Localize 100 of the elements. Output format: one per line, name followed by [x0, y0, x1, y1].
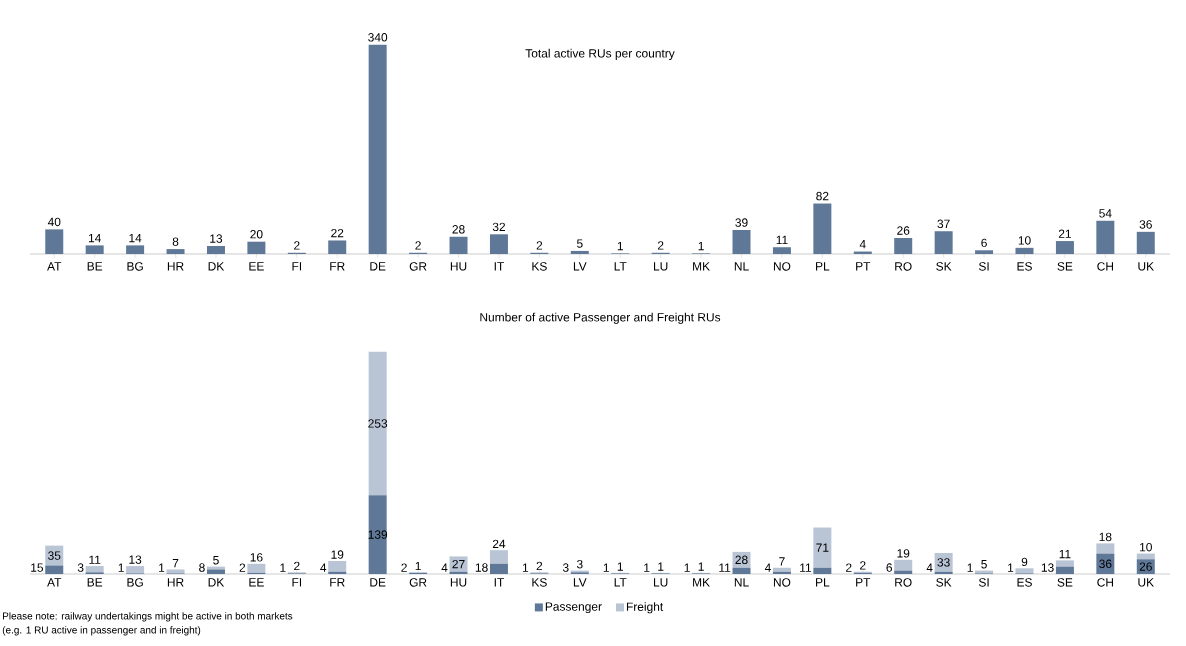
data-label: 15: [31, 563, 44, 572]
data-label: 19: [331, 550, 344, 559]
data-label: 28: [735, 555, 748, 565]
data-label: 4: [320, 563, 327, 572]
data-label: 1: [967, 563, 973, 572]
x-tick-label: MK: [693, 578, 710, 587]
x-tick-label: NL: [734, 262, 749, 271]
data-label: 18: [1099, 532, 1112, 542]
x-tick-label: FR: [330, 262, 345, 271]
x-tick-label: RO: [895, 262, 912, 271]
x-tick-label: HR: [167, 578, 184, 587]
x-tick-label: HU: [450, 578, 467, 587]
x-tick-label: AT: [47, 578, 62, 587]
data-label: 2: [536, 561, 543, 571]
x-tick-label: CH: [1097, 262, 1113, 271]
data-label: 28: [452, 225, 465, 234]
data-label: 3: [562, 563, 569, 572]
data-label: 11: [89, 555, 101, 564]
data-label: 82: [816, 191, 829, 201]
data-label: 11: [1059, 549, 1071, 559]
data-label: 1: [617, 241, 623, 251]
data-label: 13: [129, 555, 142, 564]
data-label: 1: [698, 241, 704, 251]
x-tick-label: SI: [978, 578, 989, 587]
x-tick-label: BG: [127, 262, 143, 271]
data-label: 2: [860, 561, 866, 570]
data-label: 5: [981, 560, 987, 569]
data-label: 6: [886, 563, 892, 572]
x-tick-label: PL: [816, 262, 830, 271]
x-tick-label: SK: [936, 262, 952, 271]
data-label: 2: [294, 561, 300, 571]
data-label: 11: [800, 563, 812, 572]
x-tick-label: FI: [292, 578, 302, 587]
x-tick-label: HU: [450, 262, 467, 271]
x-tick-label: GR: [409, 262, 427, 271]
x-tick-label: NL: [734, 578, 749, 587]
x-tick-label: HR: [167, 262, 184, 271]
legend-label: Freight: [626, 602, 664, 614]
data-label: 2: [536, 241, 543, 250]
x-tick-label: LV: [573, 262, 587, 271]
x-tick-label: NO: [773, 262, 791, 271]
data-label: 35: [48, 551, 61, 560]
chart-title: Total active RUs per country: [525, 48, 675, 60]
data-label: 7: [172, 559, 179, 568]
chart-title: Number of active Passenger and Freight RUs: [480, 312, 721, 324]
x-tick-label: ES: [1017, 262, 1032, 271]
data-label: 26: [897, 226, 910, 235]
x-tick-label: SK: [936, 578, 952, 587]
x-tick-label: BG: [127, 578, 143, 587]
x-tick-label: AT: [47, 262, 62, 271]
x-tick-label: UK: [1138, 578, 1154, 587]
data-label: 10: [1018, 236, 1031, 245]
data-label: 3: [77, 563, 84, 572]
data-label: 1: [118, 563, 124, 572]
data-label: 7: [779, 557, 785, 566]
data-label: 1: [603, 563, 609, 572]
x-tick-label: BE: [87, 262, 103, 271]
x-tick-label: LV: [573, 578, 587, 587]
data-label: 5: [576, 239, 583, 248]
x-tick-label: SI: [978, 262, 989, 271]
x-tick-label: CH: [1097, 578, 1113, 587]
data-label: 40: [47, 217, 61, 227]
data-label: 32: [492, 222, 505, 232]
data-label: 11: [719, 563, 731, 572]
data-label: 36: [1139, 220, 1152, 229]
data-label: 14: [129, 233, 142, 243]
data-label: 5: [213, 556, 219, 565]
data-label: 71: [816, 543, 829, 552]
data-label: 1: [644, 563, 650, 572]
data-label: 22: [331, 228, 344, 238]
data-label: 4: [441, 563, 448, 572]
data-label: 21: [1058, 229, 1071, 238]
data-label: 2: [415, 241, 421, 250]
x-tick-label: DK: [208, 262, 225, 271]
data-label: 1: [280, 563, 286, 572]
data-label: 13: [1041, 563, 1054, 572]
text: (e.g. 1 RU active in passenger and in freight): [2, 626, 201, 636]
data-label: 8: [172, 237, 179, 246]
x-tick-label: DE: [370, 262, 386, 271]
x-tick-label: SE: [1057, 578, 1073, 587]
data-label: 24: [492, 539, 506, 548]
legend-label: Passenger: [545, 602, 602, 614]
data-label: 1: [698, 562, 704, 571]
x-tick-label: IT: [494, 262, 504, 271]
data-label: 2: [401, 563, 407, 572]
data-label: 340: [368, 33, 388, 42]
data-label: 33: [937, 558, 950, 567]
x-tick-label: NO: [773, 578, 791, 587]
data-label: 1: [684, 563, 690, 572]
data-label: 20: [250, 230, 263, 239]
x-tick-label: PT: [856, 578, 871, 587]
data-label: 2: [294, 241, 300, 250]
data-label: 2: [846, 563, 852, 572]
data-label: 1: [658, 562, 664, 571]
data-label: 6: [981, 238, 987, 248]
data-label: 26: [1139, 562, 1152, 571]
data-label: 1: [522, 563, 529, 572]
data-label: 16: [250, 553, 263, 562]
data-label: 37: [937, 219, 950, 229]
x-tick-label: LT: [614, 578, 627, 587]
